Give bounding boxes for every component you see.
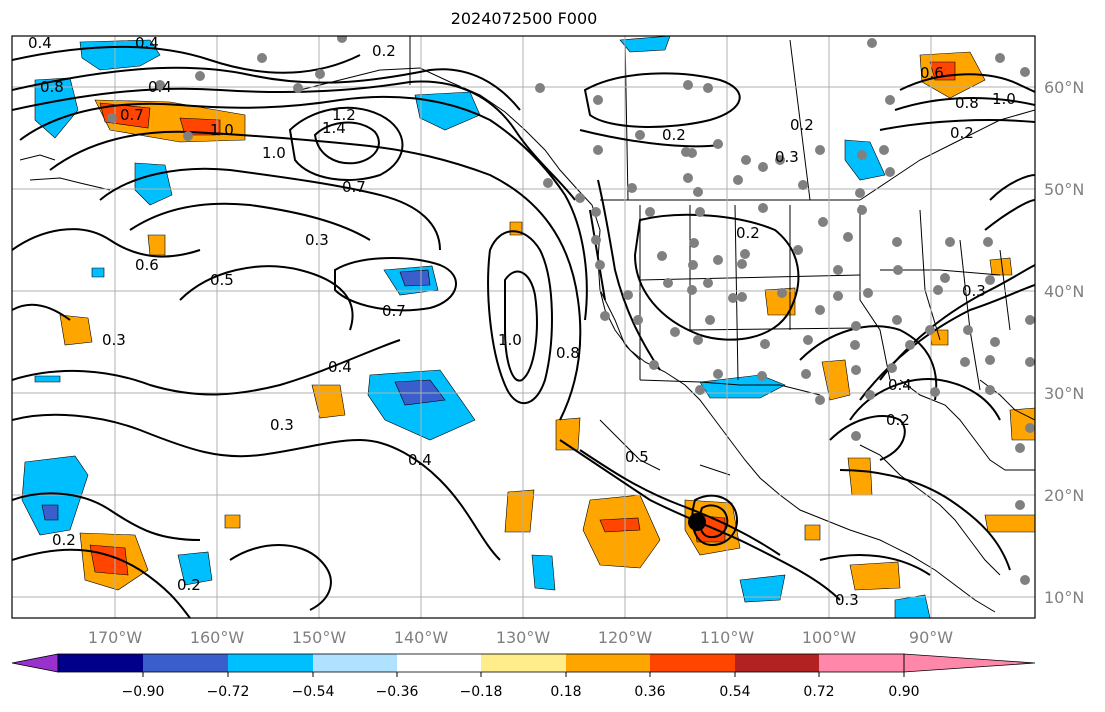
contour-label: 0.4 [408,451,432,469]
contour-label: 0.3 [102,331,126,349]
colorbar-tick-label: −0.18 [460,684,503,700]
contour-label: 1.0 [498,331,522,349]
lat-label: 20°N [1044,486,1084,505]
contour-label: 0.4 [148,78,172,96]
colorbar-tick-label: 0.90 [888,684,919,700]
colorbar-segment [228,654,313,672]
contour-label: 1.4 [322,119,346,137]
contour-label: 0.2 [886,411,910,429]
contour-label: 0.8 [556,344,580,362]
contour-label: 0.2 [736,224,760,242]
colorbar-segment [819,654,904,672]
contour-label: 0.3 [270,416,294,434]
contour-label: 0.6 [135,256,159,274]
contour-label: 0.7 [342,178,366,196]
contour-labels: 0.4 0.4 0.2 0.8 0.7 1.0 1.2 1.4 1.0 0.7 … [28,34,1016,609]
lon-label: 150°W [292,628,347,647]
colorbar-segment [735,654,819,672]
colorbar-segment [143,654,228,672]
colorbar-segment [313,654,397,672]
colorbar-tick-label: −0.72 [207,684,250,700]
map-frame [11,35,1036,619]
storm-center-marker [688,513,706,531]
colorbar-segment [650,654,735,672]
colorbar-segment [566,654,650,672]
colorbar-tick-label: 0.18 [550,684,581,700]
colorbar-segment [481,654,566,672]
lat-label: 40°N [1044,282,1084,301]
colorbar-tick-label: 0.36 [634,684,665,700]
colorbar-segment [58,654,143,672]
contour-label: 1.2 [332,106,356,124]
contour-label: 0.4 [28,34,52,52]
colorbar-extend-low [11,653,59,673]
lon-label: 100°W [802,628,857,647]
colorbar: −0.90 −0.72 −0.54 −0.36 −0.18 0.18 0.36 … [11,653,1036,700]
contour-label: 0.8 [955,94,979,112]
contour-label: 0.3 [835,591,859,609]
lon-label: 120°W [598,628,653,647]
colorbar-tick-label: −0.90 [122,684,165,700]
contour-label: 0.7 [120,106,144,124]
contour-label: 1.0 [992,90,1016,108]
contour-label: 0.2 [372,42,396,60]
contour-label: 0.6 [920,64,944,82]
contour-label: 0.3 [305,231,329,249]
lon-label: 110°W [700,628,755,647]
contour-label: 0.2 [790,116,814,134]
lon-label: 90°W [909,628,953,647]
colorbar-tick-label: 0.54 [719,684,750,700]
lon-label: 140°W [394,628,449,647]
latitude-labels: 60°N 50°N 40°N 30°N 20°N 10°N [1044,78,1084,607]
lon-label: 170°W [88,628,143,647]
contour-label: 0.2 [177,576,201,594]
map-plot-area: 0.4 0.4 0.2 0.8 0.7 1.0 1.2 1.4 1.0 0.7 … [12,34,1035,618]
contour-label: 0.5 [210,271,234,289]
contour-label: 0.4 [135,34,159,52]
lat-label: 50°N [1044,180,1084,199]
contour-label: 0.2 [950,124,974,142]
contour-label: 0.2 [662,126,686,144]
colorbar-tick-label: 0.72 [803,684,834,700]
contour-label: 0.7 [382,302,406,320]
contour-label: 0.2 [52,531,76,549]
contour-label: 1.0 [210,121,234,139]
lon-label: 160°W [190,628,245,647]
longitude-labels: 170°W 160°W 150°W 140°W 130°W 120°W 110°… [88,628,953,647]
contour-label: 0.4 [888,376,912,394]
colorbar-tick-label: −0.54 [292,684,335,700]
station-dots [107,36,1035,585]
lat-label: 10°N [1044,588,1084,607]
contour-label: 0.4 [328,358,352,376]
colorbar-tick-label: −0.36 [376,684,419,700]
lat-label: 30°N [1044,384,1084,403]
contour-label: 0.8 [40,78,64,96]
contour-label: 0.3 [962,282,986,300]
contour-label: 0.3 [775,148,799,166]
lon-label: 130°W [496,628,551,647]
contour-label: 0.5 [625,448,649,466]
colorbar-segment [397,654,481,672]
colorbar-extend-high [903,653,1036,673]
map-title: 2024072500 F000 [450,9,598,28]
lat-label: 60°N [1044,78,1084,97]
contour-label: 1.0 [262,144,286,162]
